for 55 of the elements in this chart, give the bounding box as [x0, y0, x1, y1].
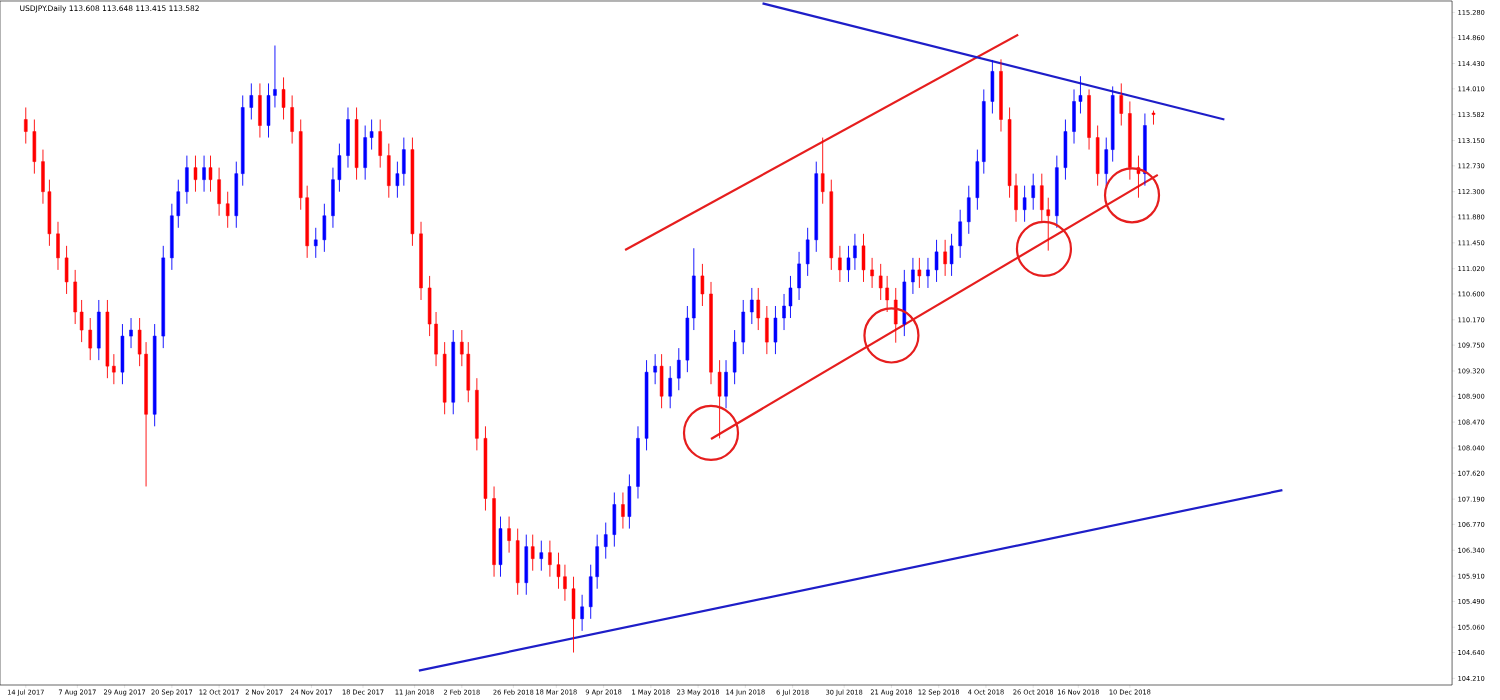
candlestick [273, 45, 277, 108]
candlestick [756, 287, 761, 331]
candlestick [1119, 82, 1124, 126]
candlestick [653, 353, 657, 385]
candlestick [750, 287, 754, 325]
candlestick [846, 245, 851, 283]
candlestick [917, 257, 922, 289]
candlestick [700, 263, 705, 307]
candlestick [677, 347, 681, 391]
candlestick [949, 233, 954, 277]
candlestick [530, 534, 535, 572]
candlestick [878, 263, 883, 301]
candlestick [1022, 185, 1027, 223]
candlestick [580, 594, 584, 632]
point [1015, 220, 1073, 277]
candlestick [193, 155, 198, 193]
candlestick [369, 119, 374, 151]
candlestick [460, 329, 464, 367]
candlestick [79, 299, 84, 343]
candlestick [782, 293, 786, 331]
candlestick [563, 564, 567, 602]
candlestick [539, 540, 544, 572]
candlestick [943, 239, 947, 277]
candlestick [820, 137, 825, 205]
candlestick [926, 257, 930, 289]
candlestick [668, 365, 672, 409]
candlestick [24, 107, 28, 145]
candlestick [838, 245, 842, 283]
candlestick [314, 227, 318, 259]
candlestick [1046, 197, 1050, 252]
candlestick [202, 155, 206, 193]
candlestick [249, 82, 254, 120]
candlestick [556, 552, 561, 590]
candlestick [208, 155, 213, 193]
candlestick [395, 161, 400, 199]
candlestick [112, 353, 116, 385]
point [682, 404, 740, 462]
candlestick [1031, 173, 1035, 211]
candlestick [225, 191, 230, 229]
point [1103, 167, 1161, 224]
candlestick [853, 233, 857, 271]
candlestick [507, 516, 511, 554]
candlestick [788, 275, 793, 319]
point [863, 307, 920, 364]
candlestick [911, 257, 915, 295]
candlestick [129, 317, 133, 349]
candlestick [603, 522, 608, 560]
candlestick [548, 540, 552, 578]
candlestick [621, 492, 625, 530]
candlestick [885, 275, 889, 313]
candlestick [281, 76, 286, 120]
candlestick [1078, 75, 1083, 114]
candlestick [88, 317, 92, 361]
candlestick [870, 257, 874, 289]
candlestick [934, 239, 939, 283]
